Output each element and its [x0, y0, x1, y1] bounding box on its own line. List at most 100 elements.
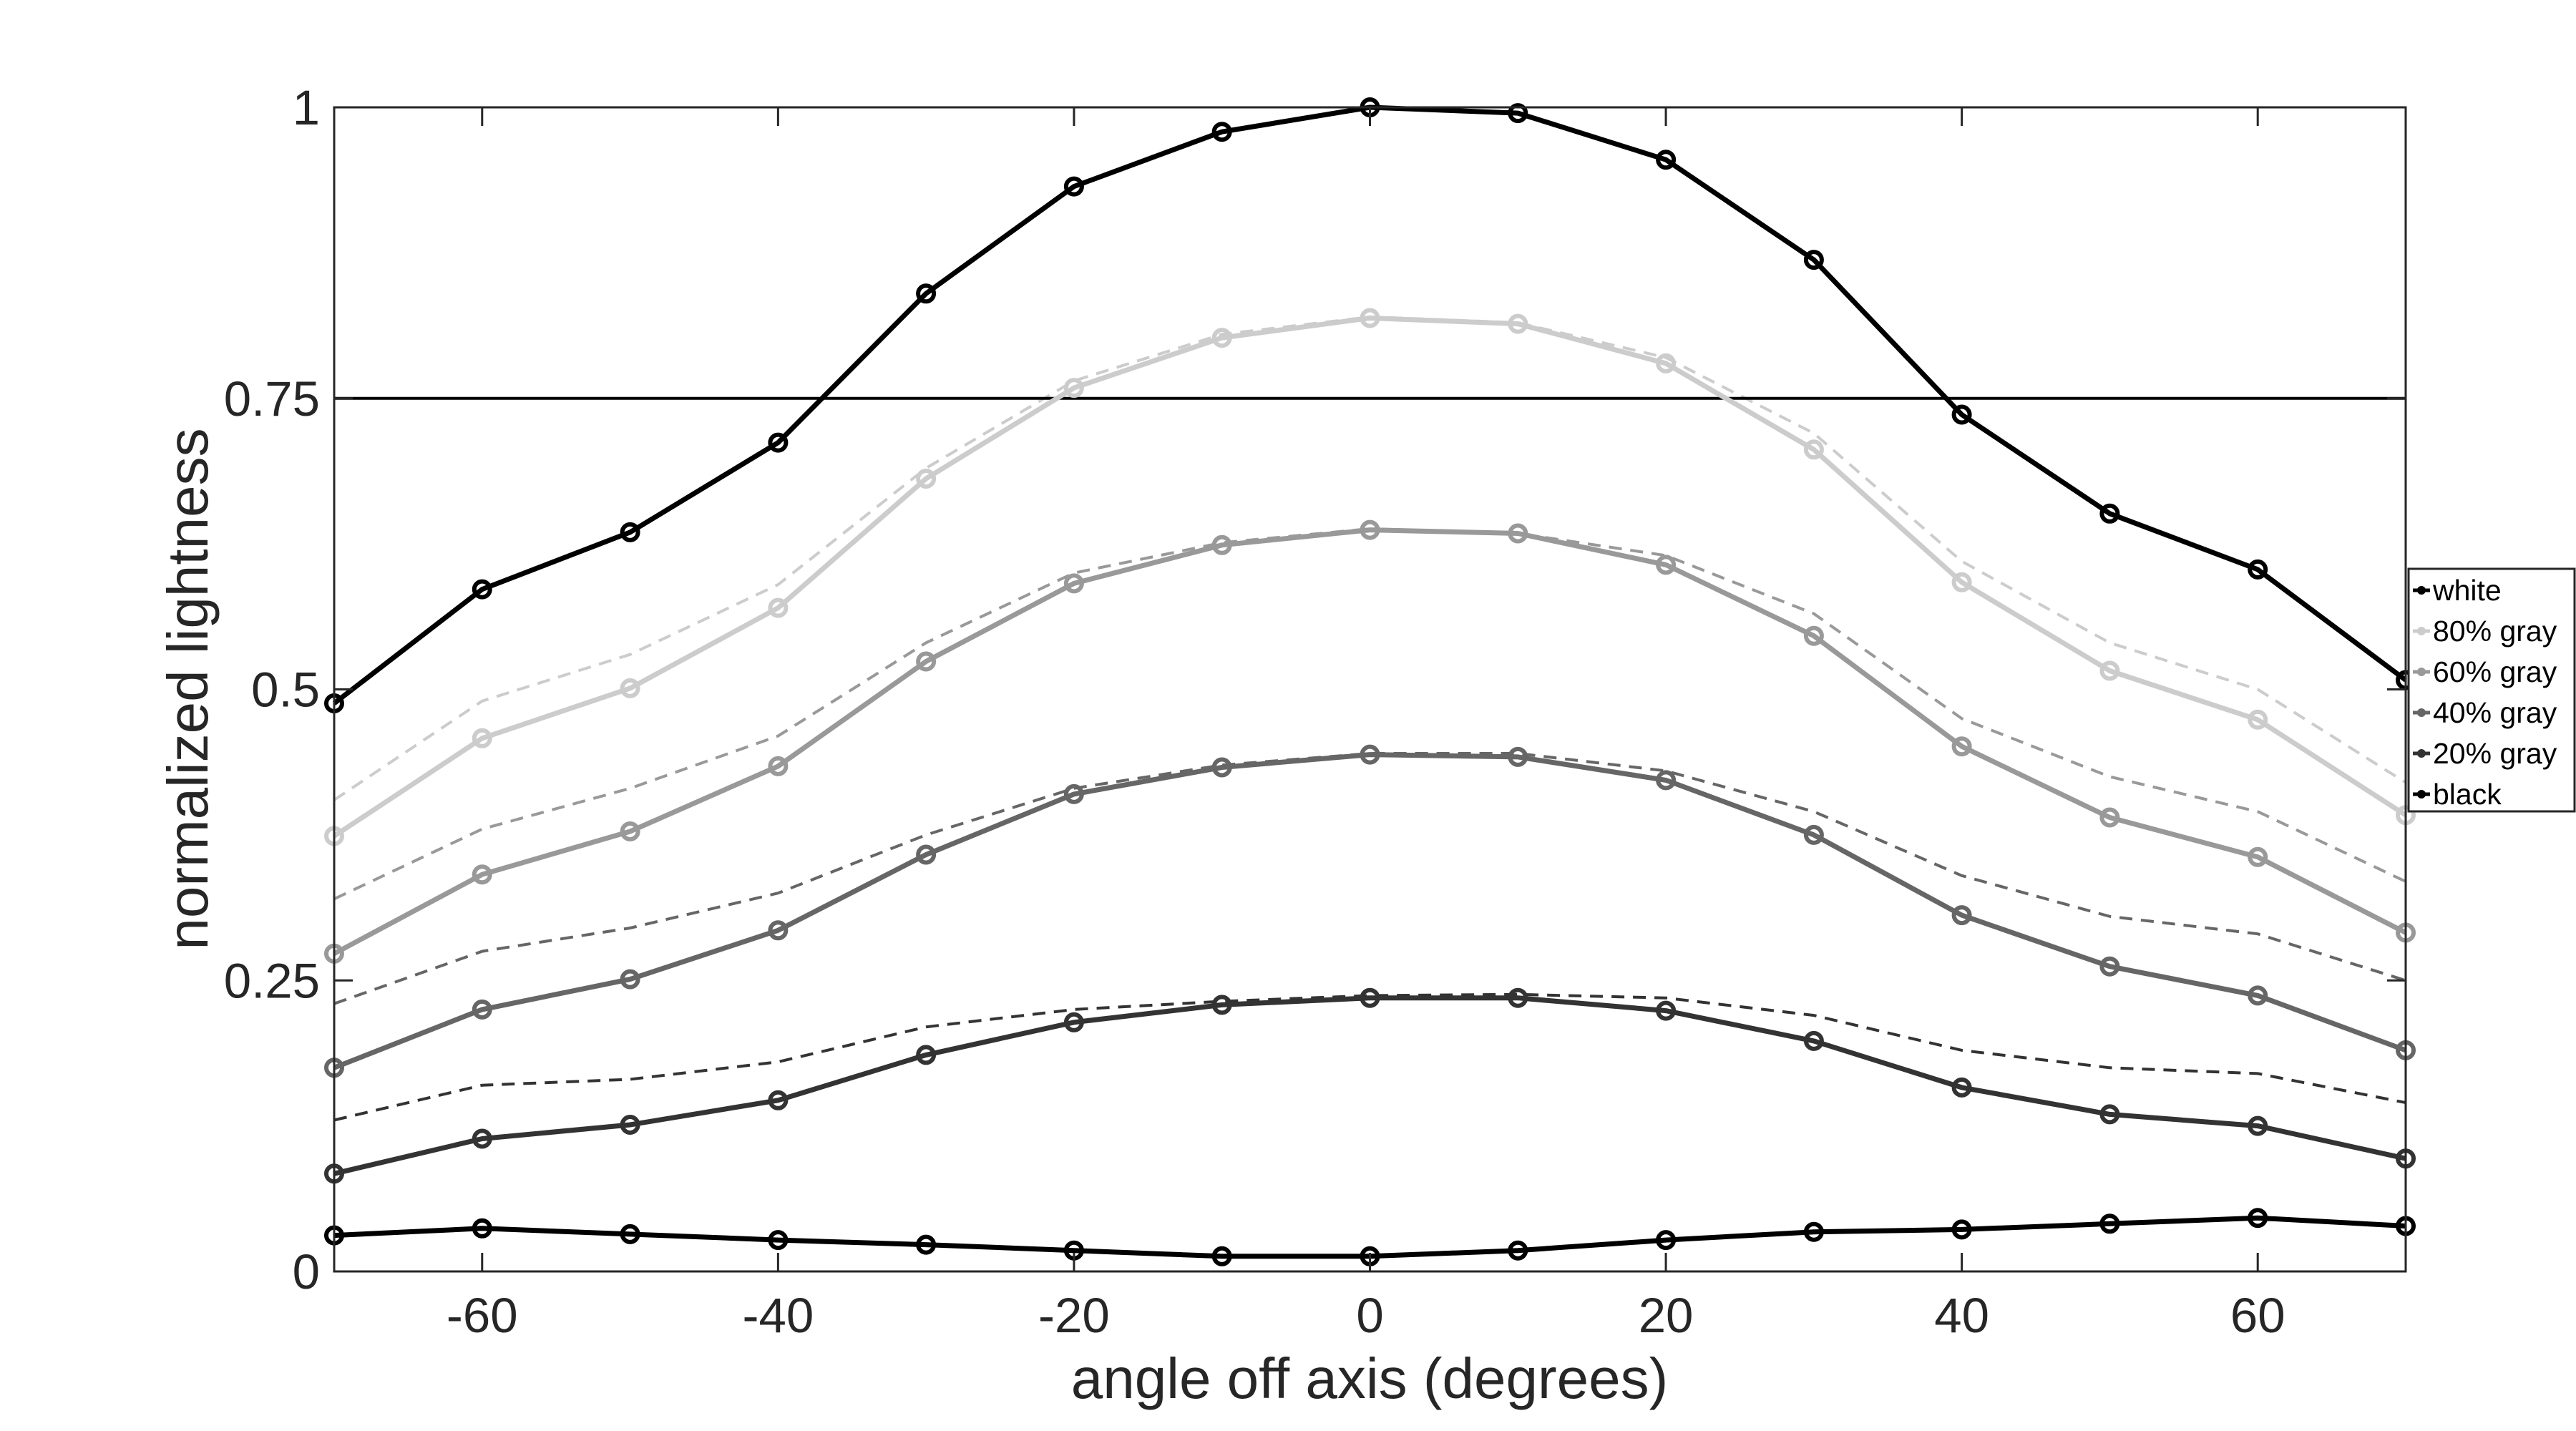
legend-label: black	[2433, 778, 2502, 811]
legend-swatch-marker	[2417, 749, 2426, 758]
data-point-20-gray	[768, 1090, 789, 1110]
y-tick-label: 0.25	[224, 953, 320, 1008]
data-point-80-gray	[620, 678, 640, 698]
series-line-80-gray	[333, 316, 2407, 839]
data-point-80-gray	[1508, 313, 1528, 334]
series-60-gray	[324, 519, 2416, 964]
data-point-40-gray	[2099, 956, 2120, 977]
data-point-20-gray	[620, 1115, 640, 1135]
axes-layer: -60 -40 -20 0 20 40 60 0 0.25 0.5 0.75 1	[224, 80, 2407, 1343]
data-point-40-gray	[1360, 744, 1380, 765]
data-point-black	[1508, 1240, 1528, 1261]
y-tick-label: 0.75	[224, 371, 320, 426]
series-line-20-gray	[333, 995, 2406, 1176]
legend-label: 20% gray	[2433, 737, 2557, 770]
legend-label: white	[2432, 574, 2502, 607]
x-axis-title: angle off axis (degrees)	[1071, 1347, 1669, 1410]
data-point-20-gray	[2099, 1104, 2120, 1125]
data-point-60-gray	[1656, 555, 1677, 575]
series-layer	[324, 97, 2416, 1266]
legend: white 80% gray 60% gray 40% gray 20% gray bla…	[2407, 567, 2576, 813]
data-point-40-gray	[472, 999, 492, 1020]
data-point-black	[2099, 1213, 2120, 1234]
data-point-60-gray	[916, 651, 937, 672]
data-point-40-gray	[916, 844, 937, 865]
data-point-80-gray	[1063, 378, 1084, 399]
data-point-40-gray	[2248, 985, 2268, 1006]
reference-dashed-line-3	[333, 752, 2406, 1005]
legend-swatch-marker	[2417, 627, 2426, 635]
data-point-white	[1211, 122, 1232, 142]
legend-label: 60% gray	[2433, 655, 2557, 688]
data-point-black	[620, 1224, 640, 1244]
legend-swatch-marker	[2417, 586, 2426, 595]
data-point-40-gray	[1063, 783, 1084, 804]
legend-swatch-marker	[2417, 790, 2426, 798]
series-20-gray	[324, 987, 2416, 1184]
data-point-black	[1656, 1230, 1677, 1251]
data-point-80-gray	[472, 728, 492, 748]
x-tick-label: -40	[742, 1288, 814, 1343]
data-point-80-gray	[2248, 709, 2268, 730]
data-point-black	[2248, 1208, 2268, 1229]
legend-swatch-marker	[2417, 708, 2426, 717]
data-point-80-gray	[1803, 439, 1824, 460]
data-point-black	[472, 1218, 492, 1239]
reference-dashed-line-4	[333, 992, 2406, 1122]
data-point-40-gray	[1211, 757, 1232, 778]
series-line-60-gray	[333, 527, 2407, 956]
data-point-white	[1951, 404, 1972, 425]
data-point-white	[1656, 150, 1677, 170]
x-tick-label: 60	[2230, 1288, 2285, 1343]
data-point-80-gray	[916, 469, 937, 489]
legend-label: 80% gray	[2433, 615, 2557, 648]
data-point-20-gray	[1360, 987, 1380, 1008]
y-tick-label: 0	[293, 1244, 320, 1299]
data-point-60-gray	[2248, 846, 2268, 867]
data-point-white	[2248, 559, 2268, 580]
data-point-40-gray	[1656, 770, 1677, 791]
data-point-60-gray	[2099, 807, 2120, 828]
data-point-80-gray	[1360, 308, 1380, 328]
data-point-60-gray	[1508, 523, 1528, 544]
data-point-20-gray	[1508, 987, 1528, 1008]
data-point-60-gray	[472, 864, 492, 885]
data-point-20-gray	[1803, 1030, 1824, 1051]
reference-dashed-line-2	[333, 527, 2406, 901]
data-point-80-gray	[1656, 353, 1677, 373]
data-point-white	[2099, 503, 2120, 524]
x-tick-label: 40	[1934, 1288, 1989, 1343]
data-point-20-gray	[1951, 1077, 1972, 1098]
series-line-40-gray	[333, 752, 2407, 1070]
data-point-60-gray	[1951, 736, 1972, 757]
data-point-black	[1803, 1221, 1824, 1242]
data-point-white	[916, 283, 937, 304]
y-tick-label: 1	[293, 80, 320, 135]
data-point-black	[1211, 1246, 1232, 1266]
series-80-gray	[324, 308, 2416, 846]
data-point-black	[1951, 1219, 1972, 1240]
data-point-80-gray	[1211, 328, 1232, 348]
legend-label: 40% gray	[2433, 696, 2557, 729]
data-point-40-gray	[1803, 824, 1824, 845]
x-tick-label: -60	[447, 1288, 518, 1343]
data-point-60-gray	[1063, 573, 1084, 594]
x-tick-label: 20	[1639, 1288, 1694, 1343]
y-tick-label: 0.5	[251, 663, 320, 718]
data-point-60-gray	[1360, 519, 1380, 540]
data-point-20-gray	[2248, 1115, 2268, 1136]
data-point-60-gray	[620, 821, 640, 841]
data-point-80-gray	[1951, 572, 1972, 592]
data-point-white	[1508, 103, 1528, 124]
data-point-white	[1063, 176, 1084, 197]
data-point-20-gray	[472, 1128, 492, 1149]
data-point-white	[768, 432, 789, 453]
data-point-40-gray	[1508, 746, 1528, 767]
data-point-white	[620, 522, 640, 542]
data-point-20-gray	[1656, 1000, 1677, 1021]
data-point-60-gray	[768, 756, 789, 776]
x-tick-label: -20	[1038, 1288, 1110, 1343]
data-point-20-gray	[1063, 1012, 1084, 1032]
data-point-20-gray	[916, 1045, 937, 1065]
data-point-60-gray	[1803, 625, 1824, 646]
